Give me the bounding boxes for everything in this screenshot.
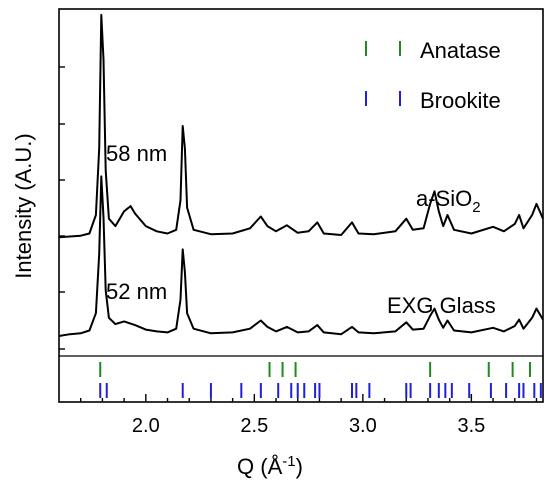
- x-axis-label: Q (Å-1): [237, 453, 303, 479]
- annotation-52nm: 52 nm: [106, 279, 167, 304]
- x-tick-label: 2.0: [132, 415, 160, 437]
- annotation-58nm: 58 nm: [106, 141, 167, 166]
- series-exg-glass-line: [58, 175, 544, 337]
- y-axis-label: Intensity (A.U.): [11, 133, 36, 278]
- reference-ticks-layer: [99, 362, 542, 398]
- legend-anatase-label: Anatase: [420, 38, 501, 63]
- axis-ticks-layer: [59, 66, 538, 402]
- annotation-a-sio2: a-SiO2: [416, 186, 481, 216]
- legend: Anatase Brookite: [365, 38, 501, 113]
- x-tick-label: 2.5: [240, 415, 268, 437]
- plot-frame: [58, 8, 544, 403]
- annotation-exg-glass: EXG Glass: [387, 293, 496, 318]
- traces-layer: [58, 13, 544, 337]
- legend-brookite-label: Brookite: [420, 88, 501, 113]
- series-a-sio2-line: [58, 13, 544, 239]
- x-tick-labels: 2.0 2.5 3.0 3.5: [132, 415, 485, 437]
- x-tick-label: 3.5: [457, 415, 485, 437]
- x-tick-label: 3.0: [349, 415, 377, 437]
